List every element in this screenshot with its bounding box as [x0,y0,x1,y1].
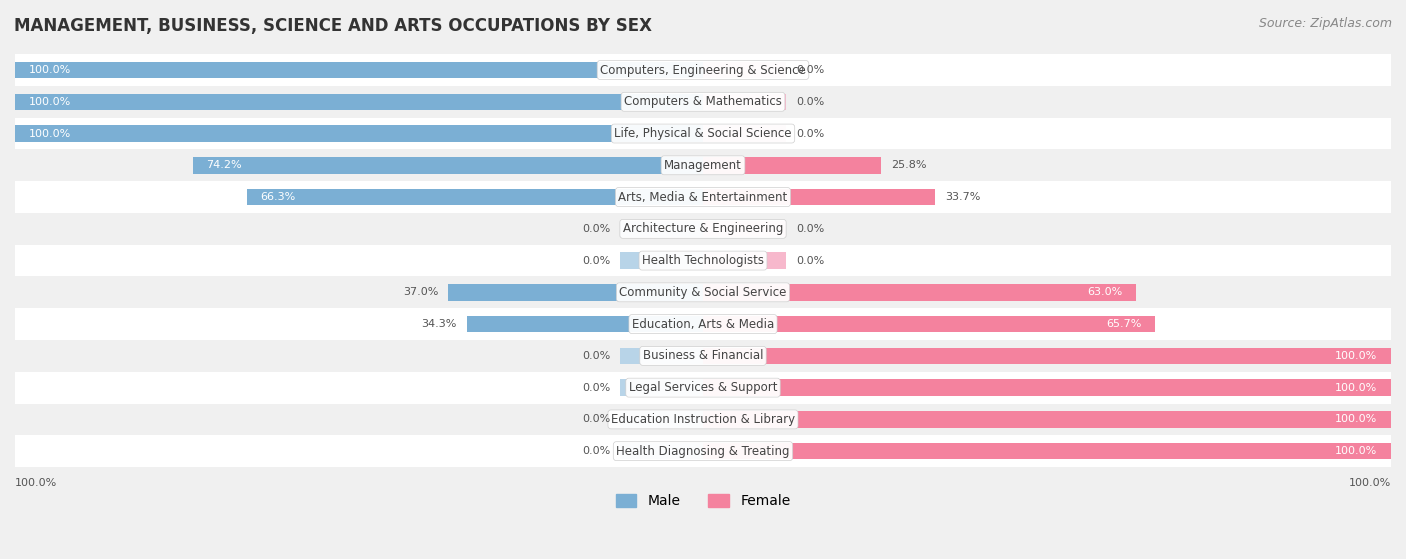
Bar [15,372,1391,404]
Text: 0.0%: 0.0% [582,414,610,424]
Bar [193,157,703,173]
Text: Business & Financial: Business & Financial [643,349,763,362]
Bar [703,221,786,237]
Text: 37.0%: 37.0% [402,287,439,297]
Bar [449,284,703,301]
Bar [703,252,786,269]
Bar [193,157,703,173]
Text: 0.0%: 0.0% [582,224,610,234]
Bar [703,189,935,205]
Bar [703,125,786,142]
Bar [15,435,1391,467]
Text: Source: ZipAtlas.com: Source: ZipAtlas.com [1258,17,1392,30]
Bar [15,61,703,78]
Bar [15,125,703,142]
Text: 0.0%: 0.0% [582,382,610,392]
Text: 0.0%: 0.0% [582,351,610,361]
Text: 65.7%: 65.7% [1107,319,1142,329]
Text: 25.8%: 25.8% [891,160,927,170]
Bar [15,117,1391,149]
Bar [703,411,1391,428]
Bar [247,189,703,205]
Text: 74.2%: 74.2% [207,160,242,170]
Text: 100.0%: 100.0% [1334,382,1378,392]
Bar [620,443,703,459]
Text: Computers & Mathematics: Computers & Mathematics [624,95,782,108]
Text: 66.3%: 66.3% [260,192,295,202]
Text: 0.0%: 0.0% [582,255,610,266]
Bar [15,93,703,110]
Bar [620,380,703,396]
Text: Life, Physical & Social Science: Life, Physical & Social Science [614,127,792,140]
Text: 100.0%: 100.0% [15,478,58,488]
Bar [703,316,1154,333]
Bar [620,348,703,364]
Bar [467,316,703,333]
Text: Health Diagnosing & Treating: Health Diagnosing & Treating [616,444,790,458]
Bar [703,61,786,78]
Bar [247,189,703,205]
Text: 0.0%: 0.0% [582,446,610,456]
Bar [15,277,1391,308]
Bar [15,181,1391,213]
Text: MANAGEMENT, BUSINESS, SCIENCE AND ARTS OCCUPATIONS BY SEX: MANAGEMENT, BUSINESS, SCIENCE AND ARTS O… [14,17,652,35]
Bar [620,252,703,269]
Text: 100.0%: 100.0% [28,129,72,139]
Bar [703,443,1391,459]
Text: Legal Services & Support: Legal Services & Support [628,381,778,394]
Bar [703,411,1391,428]
Bar [703,316,1154,333]
Bar [703,380,1391,396]
Text: 34.3%: 34.3% [422,319,457,329]
Bar [703,157,880,173]
Bar [15,86,1391,117]
Text: Health Technologists: Health Technologists [643,254,763,267]
Text: Education Instruction & Library: Education Instruction & Library [612,413,794,426]
Text: 0.0%: 0.0% [796,65,824,75]
Bar [703,284,1136,301]
Text: Arts, Media & Entertainment: Arts, Media & Entertainment [619,191,787,203]
Bar [15,404,1391,435]
Text: Computers, Engineering & Science: Computers, Engineering & Science [600,64,806,77]
Bar [15,245,1391,277]
Bar [467,316,703,333]
Text: 0.0%: 0.0% [796,255,824,266]
Bar [620,411,703,428]
Bar [703,380,1391,396]
Bar [703,443,1391,459]
Text: 33.7%: 33.7% [945,192,980,202]
Bar [703,93,786,110]
Bar [15,213,1391,245]
Bar [15,340,1391,372]
Text: 0.0%: 0.0% [796,224,824,234]
Text: 0.0%: 0.0% [796,97,824,107]
Bar [15,125,703,142]
Text: Education, Arts & Media: Education, Arts & Media [631,318,775,330]
Bar [15,93,703,110]
Bar [15,61,703,78]
Bar [15,308,1391,340]
Text: Architecture & Engineering: Architecture & Engineering [623,222,783,235]
Bar [703,348,1391,364]
Bar [449,284,703,301]
Bar [620,221,703,237]
Bar [703,348,1391,364]
Bar [15,54,1391,86]
Text: Management: Management [664,159,742,172]
Text: 100.0%: 100.0% [28,65,72,75]
Bar [703,157,880,173]
Bar [15,149,1391,181]
Text: 63.0%: 63.0% [1087,287,1122,297]
Text: 100.0%: 100.0% [28,97,72,107]
Text: 0.0%: 0.0% [796,129,824,139]
Text: 100.0%: 100.0% [1334,446,1378,456]
Text: Community & Social Service: Community & Social Service [619,286,787,299]
Text: 100.0%: 100.0% [1334,351,1378,361]
Bar [703,284,1136,301]
Text: 100.0%: 100.0% [1348,478,1391,488]
Text: 100.0%: 100.0% [1334,414,1378,424]
Bar [703,189,935,205]
Legend: Male, Female: Male, Female [610,489,796,514]
